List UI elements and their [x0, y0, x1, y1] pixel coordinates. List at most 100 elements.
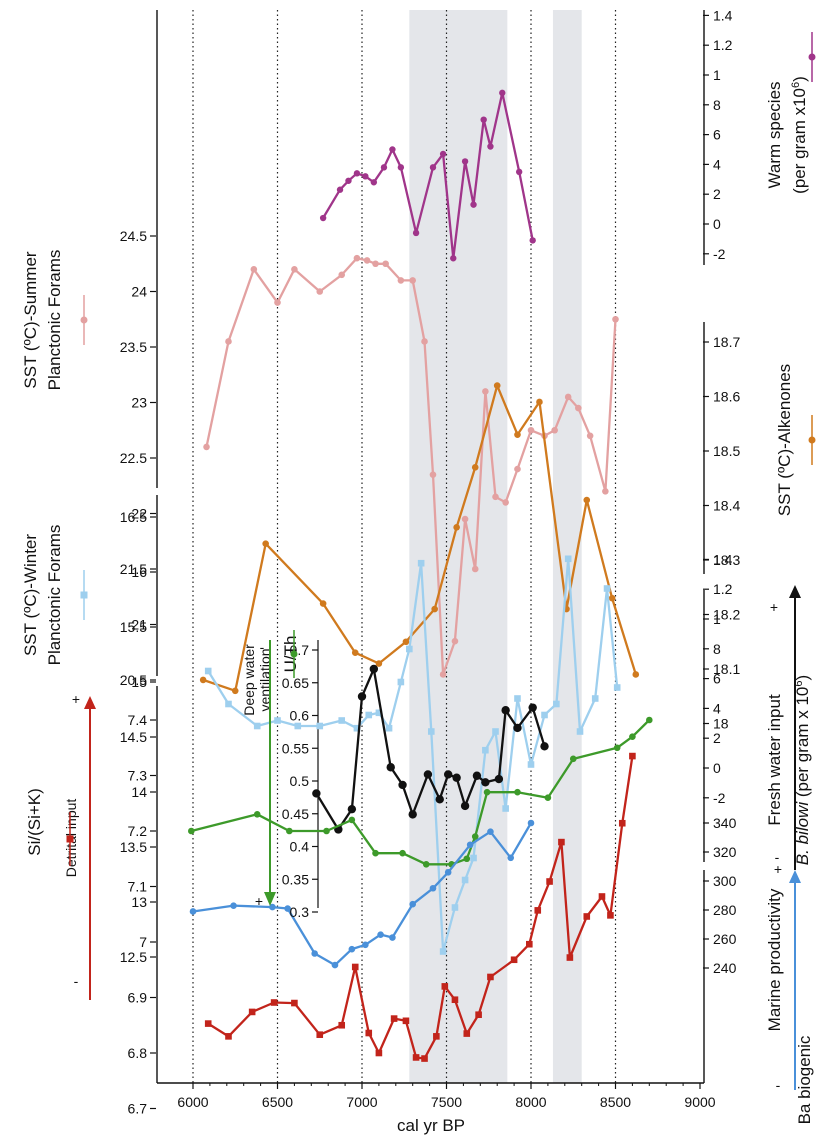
summer-legend-marker	[80, 316, 88, 324]
sst_summer-tick-label-7: 21	[131, 617, 147, 633]
series-point-sst-alkenones-16	[632, 671, 640, 678]
series-point-detrital-input-12	[412, 1054, 420, 1061]
series-point-warm-species-4	[362, 173, 369, 180]
series-point-detrital-input-21	[526, 940, 533, 948]
x-tick-label-6000: 6000	[177, 1094, 208, 1110]
series-point-sst-alkenones-8	[453, 524, 460, 531]
series-point-sst-summer-22	[514, 465, 521, 473]
detrital-legend-marker	[66, 835, 74, 843]
shaded-interval-0	[409, 10, 508, 1083]
series-point-detrital-input-7	[351, 963, 359, 971]
series-point-sst-summer-27	[575, 404, 582, 412]
series-point-sst-winter-20	[492, 728, 499, 735]
series-point-detrital-input-26	[583, 913, 591, 920]
series-line-u-th	[315, 667, 546, 831]
sisik-tick-label-2: 7.2	[128, 823, 148, 839]
series-point-ba-biogenic-2	[269, 903, 276, 911]
bio-tick-label-5: 240	[713, 960, 737, 976]
shaded-intervals	[409, 10, 582, 1083]
series-point-sst-winter-13	[417, 559, 425, 567]
series-point-sst-winter-10	[385, 724, 393, 732]
series-point-sst-summer-15	[439, 671, 447, 678]
series-point-sst-winter-15	[439, 948, 447, 955]
series-point-detrital-input-17	[463, 1030, 471, 1037]
series-point-sst-summer-17	[461, 515, 469, 523]
bilowi-tick-label-2: 1	[713, 611, 721, 627]
series-point-warm-species-13	[461, 158, 469, 165]
sst_summer-tick-label-5: 22	[131, 506, 147, 522]
bilowi-plus-sign: +	[770, 599, 778, 615]
series-point-warm-species-2	[345, 177, 352, 184]
series-point-warm-species-17	[499, 89, 506, 97]
series-point-ba-biogenic-4	[311, 950, 318, 957]
series-point-u-th-0	[312, 789, 321, 798]
series-point-warm-species-3	[353, 170, 361, 177]
series-point-u-th-5	[386, 763, 395, 772]
series-point-detrital-input-27	[598, 893, 606, 900]
series-point-ba-biogenic-5	[331, 961, 339, 969]
series-point-sst-winter-11	[397, 678, 405, 686]
sst_summer-tick-label-6: 21.5	[120, 561, 147, 577]
series-point-sst-summer-8	[363, 257, 371, 264]
series-point-sst-summer-9	[372, 260, 379, 268]
sisik-tick-label-4: 7	[139, 934, 147, 950]
series-point-sst-summer-1	[225, 338, 232, 345]
sst_summer-tick-label-0: 24.5	[120, 228, 147, 244]
bilowi-tick-label-1: 1.2	[713, 581, 733, 597]
series-point-sst-winter-9	[375, 709, 383, 717]
warm-tick-label-5: 4	[713, 156, 721, 172]
series-point-si-si-k-5	[372, 849, 379, 857]
series-point-sst-summer-5	[316, 288, 324, 295]
series-point-sst-summer-30	[612, 315, 619, 323]
series-point-detrital-input-5	[316, 1031, 324, 1038]
marine-arrow-head	[789, 870, 801, 883]
series-point-sst-winter-24	[541, 711, 548, 719]
series-point-sst-summer-28	[586, 432, 594, 440]
bio-tick-label-0: 340	[713, 815, 737, 831]
uth-tick-label-4: 0.5	[290, 773, 310, 789]
series-point-sst-winter-26	[564, 555, 572, 563]
series-point-sst-winter-2	[253, 722, 261, 730]
bilowi-fresh-water-label: Fresh water input	[765, 694, 784, 826]
series-point-detrital-input-10	[390, 1015, 398, 1022]
detrital-plus-sign: +	[72, 691, 80, 707]
winter-legend-marker	[80, 591, 88, 599]
series-point-detrital-input-19	[487, 973, 494, 981]
uth-tick-label-2: 0.6	[290, 708, 310, 724]
series-point-sst-alkenones-0	[199, 676, 207, 684]
series-point-sst-summer-20	[492, 493, 499, 501]
warm-tick-label-7: 0	[713, 216, 721, 232]
bilowi-tick-label-4: 6	[713, 671, 721, 687]
series-point-sst-summer-11	[397, 277, 405, 284]
uth-arrow-head	[264, 892, 276, 906]
series-point-ba-biogenic-15	[507, 854, 515, 862]
uth-plus-sign: +	[255, 893, 263, 909]
series-point-ba-biogenic-8	[377, 931, 384, 938]
series-point-sst-summer-21	[502, 499, 509, 506]
series-point-u-th-14	[481, 778, 490, 787]
plot-frame	[156, 10, 705, 1084]
series-point-sst-winter-19	[482, 746, 489, 754]
sst_winter-tick-label-8: 12.5	[120, 949, 147, 965]
series-point-sst-winter-12	[406, 645, 413, 653]
bio-tick-label-1: 320	[713, 844, 737, 860]
sisik-tick-label-6: 6.8	[128, 1045, 148, 1061]
series-point-sst-summer-25	[551, 426, 558, 434]
series-point-si-si-k-17	[646, 716, 653, 724]
series-point-u-th-4	[369, 664, 379, 674]
series-point-u-th-7	[408, 810, 417, 819]
bio-tick-label-4: 260	[713, 931, 737, 947]
sst_winter-tick-label-7: 13	[131, 894, 147, 910]
series-point-warm-species-1	[336, 186, 344, 193]
warm-tick-label-4: 6	[713, 127, 721, 143]
deep-water-label: Deep water	[241, 644, 257, 716]
series-point-ba-biogenic-14	[487, 828, 494, 835]
series-point-sst-summer-12	[409, 277, 417, 284]
series-point-sst-summer-7	[353, 254, 361, 262]
alkenones-tick-label-0: 18.7	[713, 334, 740, 350]
series-point-sst-alkenones-15	[608, 594, 616, 602]
series-point-sst-winter-30	[613, 684, 621, 691]
series-point-detrital-input-22	[534, 907, 542, 914]
series-point-detrital-input-23	[546, 878, 553, 885]
